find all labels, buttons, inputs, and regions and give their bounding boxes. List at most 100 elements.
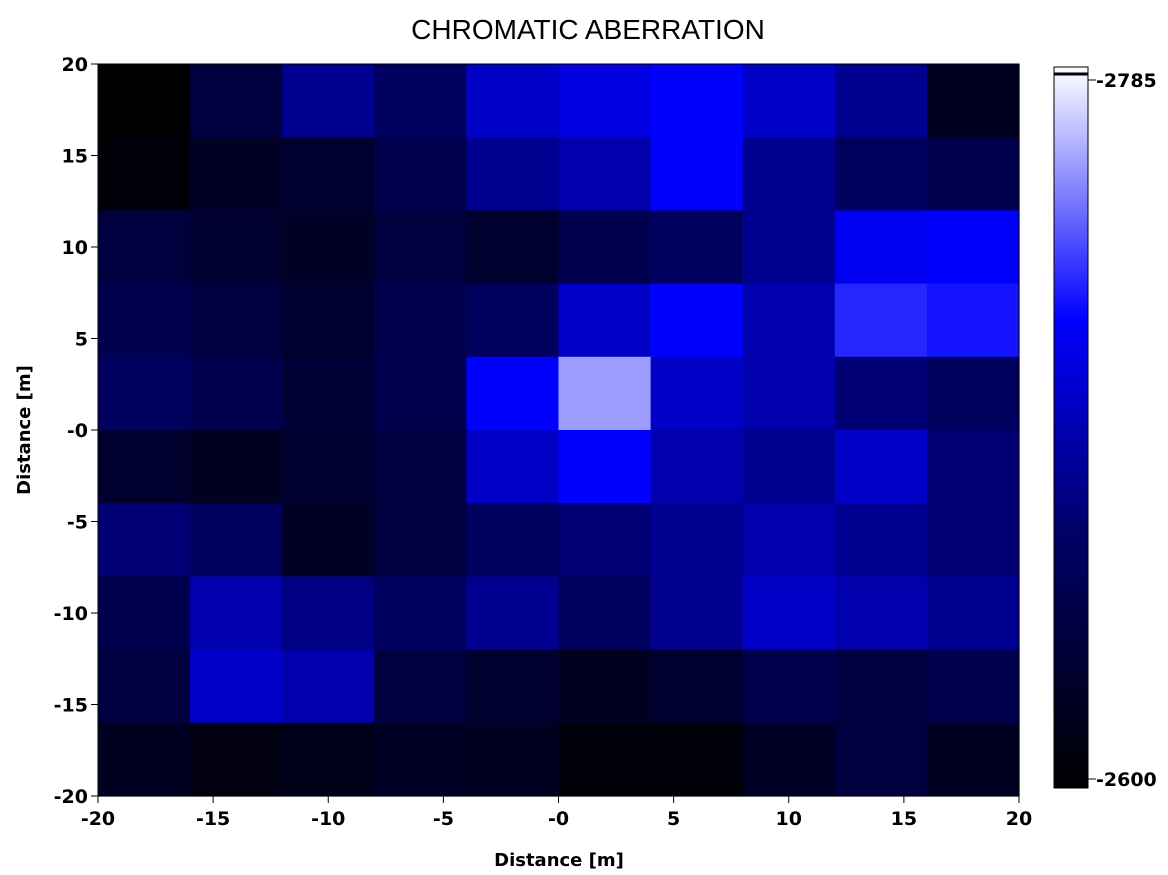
heatmap-cell [742,649,836,724]
y-tick-label: 10 [62,237,88,259]
heatmap-cell [374,503,467,577]
heatmap-cell [374,283,467,358]
heatmap-cell [650,722,744,797]
heatmap-cell [558,356,652,431]
heatmap-cell [466,356,560,431]
heatmap-cell [282,283,375,358]
heatmap-cell [834,576,928,651]
heatmap-cell [374,576,467,651]
heatmap-cell [282,430,375,504]
heatmap-cell [834,722,928,797]
x-axis-label: Distance [m] [494,850,624,871]
heatmap-cell [190,356,283,431]
heatmap-cell [190,64,283,138]
x-tick-label: 20 [1006,808,1032,830]
y-tick-label: -10 [54,603,88,625]
heatmap-cell [374,137,467,211]
heatmap-cell [650,576,744,651]
heatmap-cell [282,503,375,577]
x-tick-label: -15 [196,808,230,830]
heatmap-cell [282,64,375,138]
colorbar-gradient [1053,66,1089,789]
heatmap-cell [742,576,836,651]
colorbar: -2785 -2600 [1053,66,1157,791]
heatmap-cell [466,137,560,211]
heatmap-cell [190,283,283,358]
heatmap-cell [742,356,836,431]
heatmap-cell [466,283,560,358]
heatmap-cell [374,430,467,504]
heatmap-cell [98,64,191,138]
x-tick-label: -10 [311,808,345,830]
heatmap-cell [190,503,283,577]
heatmap-cell [98,503,191,577]
heatmap-cell [926,283,1020,358]
heatmap-cell [98,430,191,504]
heatmap-cell [742,503,836,577]
heatmap-cell [374,64,467,138]
heatmap-cell [466,430,560,504]
x-axis: -20 -15 -10 -5 -0 5 10 15 20 [81,796,1032,830]
y-tick-label: 5 [75,329,88,351]
heatmap-cell [834,430,928,504]
heatmap-cell [190,430,283,504]
heatmap-cell [926,356,1020,431]
heatmap-cell [650,137,744,211]
heatmap-cell [98,137,191,211]
heatmap-cell [466,649,560,724]
heatmap-cell [98,649,191,724]
heatmap-cell [926,503,1020,577]
heatmap-cell [742,210,836,285]
x-tick-label: 5 [667,808,680,830]
heatmap-cell [742,430,836,504]
heatmap-cell [558,503,652,577]
heatmap-cell [926,430,1020,504]
colorbar-min-label: -2600 [1096,769,1157,791]
heatmap-cell [190,722,283,797]
heatmap-cell [834,503,928,577]
heatmap-cell [558,210,652,285]
heatmap-cell [466,210,560,285]
x-tick-label: -5 [433,808,454,830]
heatmap-cell [374,356,467,431]
heatmap-cell [282,649,375,724]
chart-title: CHROMATIC ABERRATION [411,14,765,45]
colorbar-max-label: -2785 [1096,70,1157,92]
heatmap-cell [374,210,467,285]
heatmap-cell [190,576,283,651]
heatmap-cell [650,649,744,724]
heatmap-cell [98,576,191,651]
heatmap-cell [742,64,836,138]
heatmap-cell [650,210,744,285]
heatmap-cell [558,430,652,504]
heatmap-cell [834,137,928,211]
heatmap-cell [742,283,836,358]
heatmap-cell [834,210,928,285]
heatmap-cell [374,649,467,724]
heatmap-cell [190,649,283,724]
heatmap-cell [558,576,652,651]
y-tick-label: -15 [54,695,88,717]
x-tick-label: -0 [548,808,569,830]
heatmap-cell [650,503,744,577]
heatmap-cell [282,356,375,431]
y-tick-label: -5 [67,512,88,534]
heatmap-cell [466,722,560,797]
y-tick-label: -0 [67,420,88,442]
heatmap-cell [558,722,652,797]
heatmap-cell [466,576,560,651]
y-axis-label: Distance [m] [14,365,35,495]
heatmap-cell [650,64,744,138]
heatmap-cell [466,503,560,577]
heatmap-cell [282,210,375,285]
heatmap-cell [98,722,191,797]
heatmap-cell [834,283,928,358]
heatmap-cell [834,649,928,724]
heatmap-cell [558,64,652,138]
heatmap-cell [558,649,652,724]
x-tick-label: 10 [776,808,802,830]
heatmap-cell [98,210,191,285]
heatmap-cell [558,137,652,211]
heatmap-cell [558,283,652,358]
